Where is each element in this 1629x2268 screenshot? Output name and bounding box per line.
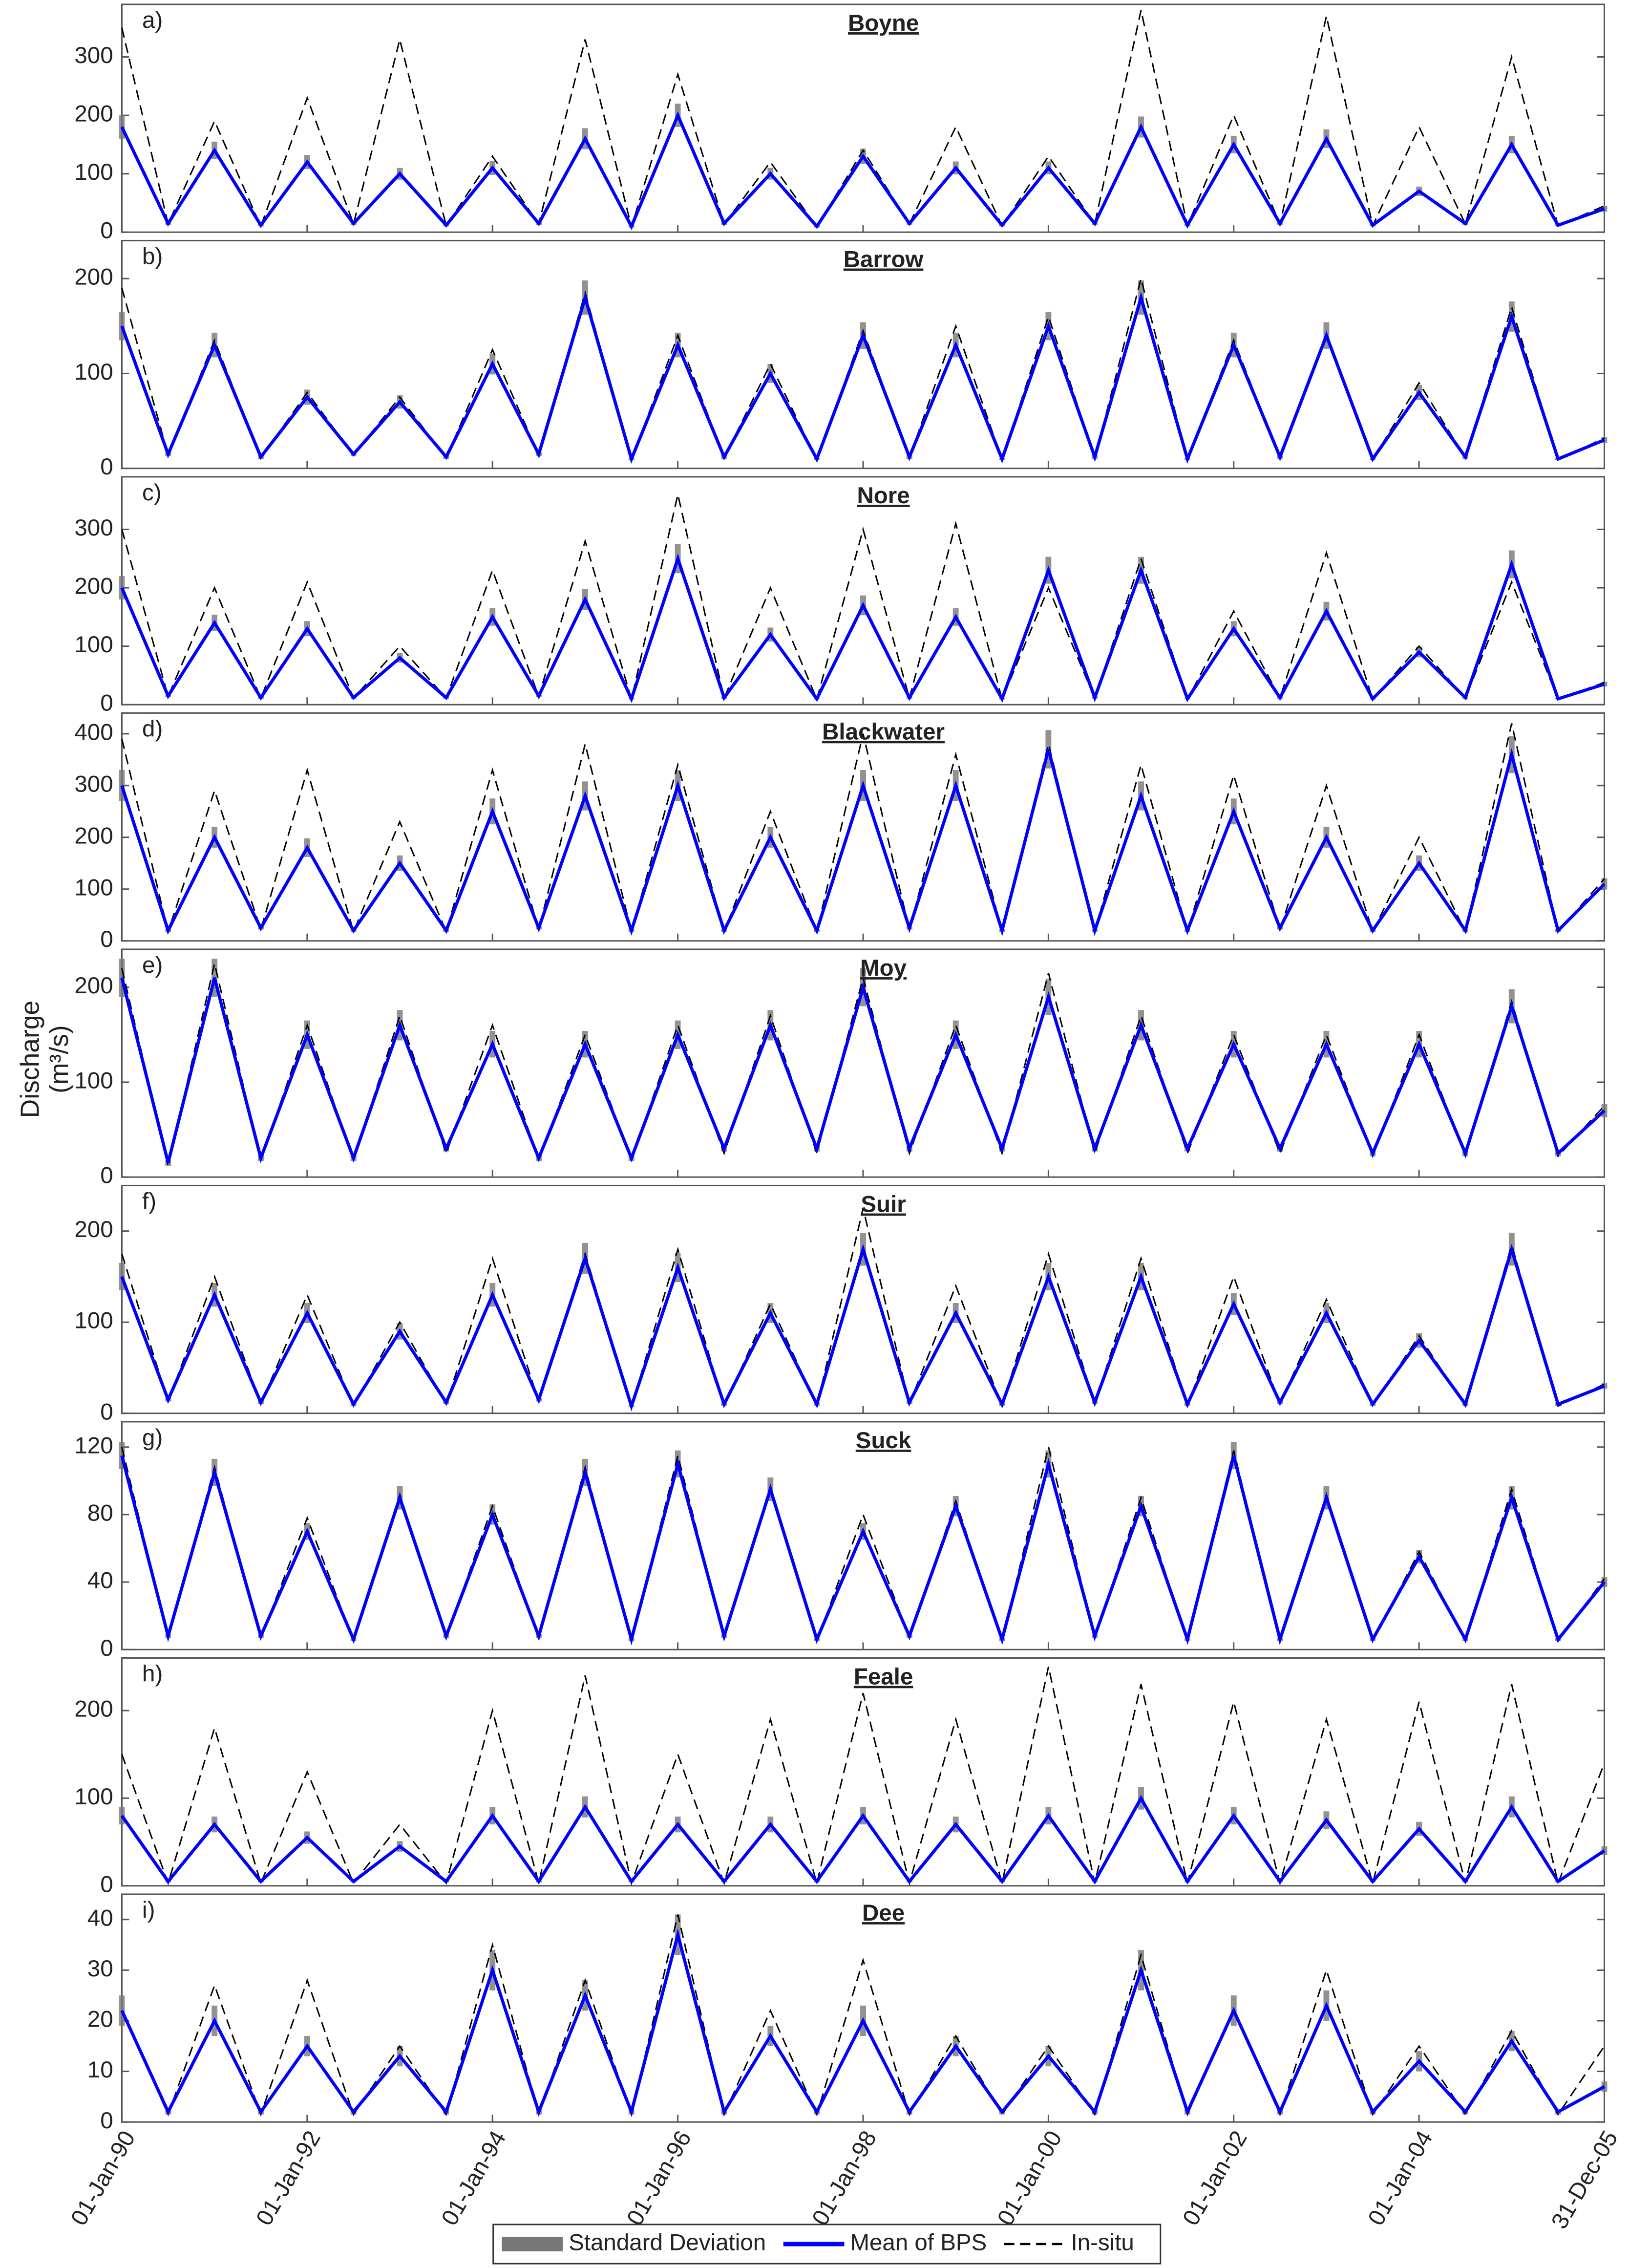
y-tick-label: 30 — [87, 1956, 113, 1982]
y-tick-label: 0 — [100, 926, 113, 952]
mean-line — [120, 554, 1605, 704]
y-tick-label: 0 — [100, 1399, 113, 1425]
panel-label: h) — [142, 1661, 163, 1687]
mean-line — [120, 1928, 1606, 2117]
y-tick-label: 200 — [74, 1696, 113, 1722]
in-situ-line — [121, 1914, 1605, 2118]
in-situ-line — [121, 494, 1605, 703]
y-tick-label: 0 — [100, 2108, 113, 2134]
y-tick-label: 300 — [74, 43, 113, 68]
std-band — [1601, 1577, 1608, 1587]
x-tick-label: 01-Jan-04 — [1363, 2126, 1438, 2230]
y-tick-label: 200 — [74, 973, 113, 999]
legend-label: Standard Deviation — [569, 2230, 766, 2256]
plot-frame — [121, 1184, 1605, 1414]
y-tick-label: 80 — [87, 1500, 113, 1526]
y-tick-label: 100 — [74, 632, 113, 658]
std-band — [1601, 878, 1608, 890]
legend-label: In-situ — [1071, 2230, 1134, 2256]
in-situ-line — [121, 723, 1605, 935]
y-tick-label: 200 — [74, 574, 113, 599]
in-situ-line — [121, 1666, 1605, 1886]
y-tick-label: 100 — [74, 159, 113, 185]
panel-label: d) — [142, 716, 163, 742]
std-band — [119, 312, 125, 341]
panel-label: b) — [142, 244, 163, 270]
std-band — [1601, 206, 1608, 212]
panel-title: Dee — [862, 1900, 905, 1926]
y-tick-label: 300 — [74, 771, 113, 797]
panel-title: Boyne — [848, 10, 919, 36]
x-tick-label: 01-Jan-90 — [66, 2126, 141, 2230]
mean-line — [120, 292, 1605, 464]
panel-title: Blackwater — [822, 719, 945, 745]
mean-line — [120, 1795, 1606, 1884]
y-tick-label: 20 — [87, 2007, 113, 2033]
y-tick-label: 40 — [87, 1905, 113, 1931]
std-band — [119, 576, 125, 599]
y-tick-label: 200 — [74, 823, 113, 849]
in-situ-line — [121, 10, 1605, 230]
x-tick-label: 01-Jan-92 — [251, 2126, 326, 2230]
y-tick-label: 0 — [100, 1163, 113, 1189]
y-axis-label: (m³/s) — [45, 1025, 74, 1093]
y-tick-label: 10 — [87, 2057, 113, 2083]
x-tick-label: 01-Jan-00 — [993, 2126, 1067, 2230]
y-tick-label: 120 — [74, 1433, 113, 1458]
panel-label: c) — [142, 480, 162, 506]
legend-swatch — [502, 2237, 563, 2251]
x-tick-label: 01-Jan-98 — [807, 2126, 882, 2230]
x-tick-label: 01-Jan-94 — [437, 2126, 511, 2230]
y-tick-label: 0 — [100, 454, 113, 480]
mean-line — [120, 748, 1606, 937]
panel-label: e) — [142, 952, 163, 978]
legend-label: Mean of BPS — [850, 2230, 987, 2256]
y-tick-label: 0 — [100, 218, 113, 244]
y-tick-label: 100 — [74, 875, 113, 900]
std-band — [1601, 437, 1608, 443]
std-band — [1601, 1383, 1608, 1389]
x-tick-label: 01-Jan-96 — [622, 2126, 697, 2230]
mean-line — [120, 977, 1606, 1164]
mean-line — [120, 1243, 1605, 1412]
panel-label: a) — [142, 7, 163, 33]
y-tick-label: 300 — [74, 515, 113, 541]
plot-frame — [121, 476, 1605, 706]
panel-label: f) — [142, 1189, 156, 1215]
x-tick-label: 31-Dec-05 — [1546, 2126, 1623, 2233]
y-tick-label: 0 — [100, 690, 113, 716]
panel-title: Nore — [857, 483, 910, 509]
panel-title: Feale — [854, 1664, 913, 1690]
y-tick-label: 100 — [74, 1308, 113, 1334]
y-tick-label: 40 — [87, 1568, 113, 1594]
plot-frame — [121, 712, 1605, 942]
std-band — [119, 1807, 125, 1825]
plot-frame — [121, 1657, 1605, 1887]
plot-frame — [121, 239, 1605, 470]
y-tick-label: 200 — [74, 1217, 113, 1242]
panel-title: Moy — [860, 955, 907, 981]
mean-line — [120, 111, 1605, 230]
y-tick-label: 200 — [74, 264, 113, 290]
y-tick-label: 0 — [100, 1871, 113, 1897]
y-tick-label: 100 — [74, 1784, 113, 1810]
y-axis-label: Discharge — [16, 1001, 44, 1118]
std-band — [119, 770, 125, 801]
std-band — [1601, 2081, 1608, 2092]
x-tick-label: 01-Jan-02 — [1178, 2126, 1252, 2230]
y-tick-label: 0 — [100, 1635, 113, 1661]
y-tick-label: 100 — [74, 1068, 113, 1093]
mean-line — [120, 1455, 1606, 1646]
panel-label: i) — [142, 1897, 155, 1923]
panel-title: Barrow — [844, 247, 924, 273]
y-tick-label: 100 — [74, 359, 113, 385]
std-band — [119, 1442, 125, 1469]
panel-title: Suir — [861, 1192, 906, 1218]
panel-title: Suck — [856, 1428, 911, 1454]
panel-label: g) — [142, 1425, 163, 1451]
y-tick-label: 200 — [74, 101, 113, 127]
y-tick-label: 400 — [74, 719, 113, 745]
